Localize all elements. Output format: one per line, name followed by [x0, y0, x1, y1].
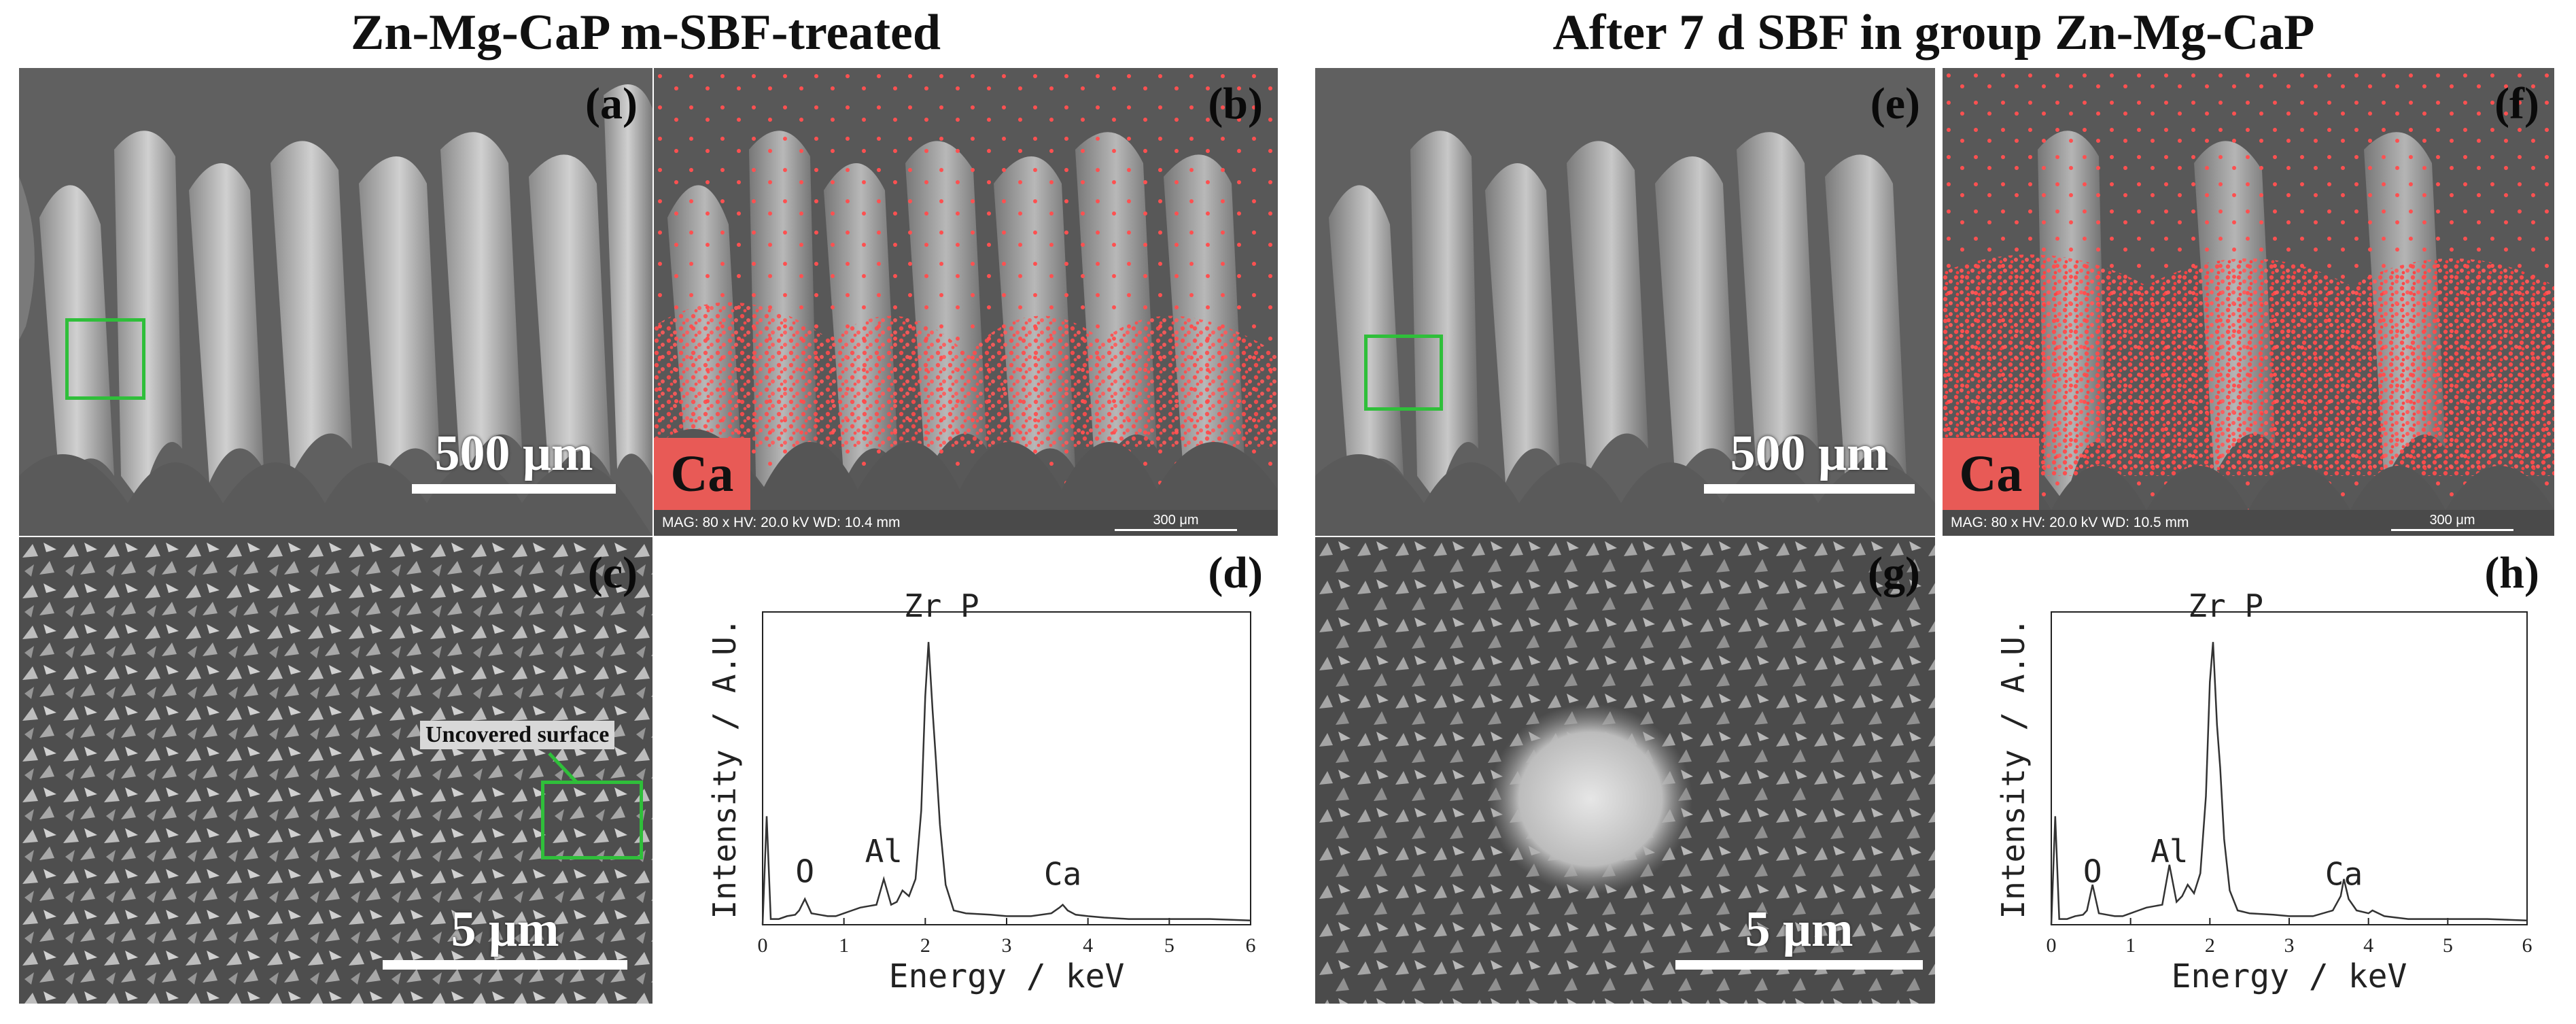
info-bar-b: MAG: 80 x HV: 20.0 kV WD: 10.4 mm 300 μm	[654, 510, 1278, 536]
mini-scale-b: 300 μm	[1115, 513, 1237, 531]
panel-d: 0 1 2 3 4 5 6 O Al Zr P Ca Energy / keV Intensity / …	[654, 537, 1278, 1006]
scale-line-e	[1704, 484, 1915, 494]
mini-scale-line-f	[2391, 529, 2513, 531]
panel-label-h: (h)	[2484, 548, 2539, 598]
panel-f: (f) Ca MAG: 80 x HV: 20.0 kV WD: 10.5 mm…	[1943, 68, 2554, 536]
roi-box-c	[541, 781, 643, 859]
scale-text-c: 5 μm	[451, 902, 559, 957]
sem-image-e	[1315, 68, 1935, 536]
peak-label-h: O	[2083, 853, 2102, 889]
peak-label-d: O	[795, 853, 814, 889]
peak-label-h: Ca	[2325, 856, 2363, 893]
peak-label-d: Ca	[1044, 856, 1081, 893]
scale-bar-g: 5 μm	[1675, 903, 1923, 970]
note-leader-line	[548, 752, 578, 783]
x-tick-label-d: 4	[1083, 934, 1093, 957]
panel-label-e: (e)	[1870, 79, 1920, 129]
title-right: After 7 d SBF in group Zn-Mg-CaP	[1552, 5, 2315, 61]
eds-spectrum-h: 0 1 2 3 4 5 6 O Al Zr P Ca Energy / keV Intensity / …	[1995, 587, 2533, 995]
scale-bar-e: 500 μm	[1704, 427, 1915, 494]
roi-box-e	[1364, 335, 1443, 411]
x-tick-label-h: 3	[2284, 934, 2295, 957]
scale-bar-c: 5 μm	[383, 903, 627, 970]
peak-label-h: Al	[2151, 833, 2188, 870]
x-tick-label-h: 4	[2363, 934, 2373, 957]
uncovered-surface-label: Uncovered surface	[420, 721, 615, 749]
sem-image-c	[19, 537, 652, 1004]
peak-label-h: Zr P	[2188, 587, 2263, 624]
panel-h: 0 1 2 3 4 5 6 O Al Zr P Ca Energy / keV Intensity / …	[1943, 537, 2554, 1006]
peak-label-d: Al	[865, 833, 903, 870]
plot-frame-d	[762, 611, 1251, 925]
x-axis-label-h: Energy / keV	[2172, 957, 2407, 995]
panel-label-g: (g)	[1868, 548, 1920, 598]
panel-e: (e) 500 μm	[1315, 68, 1935, 536]
x-tick-label-d: 6	[1246, 934, 1256, 957]
spectrum-line-h	[2050, 642, 2528, 925]
peak-label-d: Zr P	[904, 587, 979, 624]
ca-badge-f: Ca	[1943, 438, 2039, 510]
scale-line-a	[412, 484, 616, 494]
x-tick-label-h: 6	[2522, 934, 2533, 957]
panel-b: (b) Ca MAG: 80 x HV: 20.0 kV WD: 10.4 mm…	[654, 68, 1278, 536]
y-axis-label-d: Intensity / A.U.	[706, 617, 743, 919]
ca-badge-b: Ca	[654, 438, 750, 510]
scale-text-a: 500 μm	[434, 426, 593, 481]
scale-text-g: 5 μm	[1745, 902, 1853, 957]
panel-label-d: (d)	[1208, 548, 1263, 598]
panel-label-c: (c)	[587, 548, 638, 598]
mini-scale-text-b: 300 μm	[1153, 513, 1199, 528]
x-tick-label-d: 5	[1164, 934, 1174, 957]
meta-text-b: MAG: 80 x HV: 20.0 kV WD: 10.4 mm	[662, 515, 901, 530]
x-axis-label-d: Energy / keV	[889, 957, 1125, 995]
info-bar-f: MAG: 80 x HV: 20.0 kV WD: 10.5 mm 300 μm	[1943, 510, 2554, 536]
meta-text-f: MAG: 80 x HV: 20.0 kV WD: 10.5 mm	[1951, 515, 2189, 530]
scale-line-g	[1675, 960, 1923, 970]
panel-label-b: (b)	[1208, 79, 1263, 129]
roi-box-a	[65, 318, 145, 400]
x-tick-label-d: 1	[839, 934, 849, 957]
x-tick-label-d: 0	[758, 934, 768, 957]
y-axis-label-h: Intensity / A.U.	[1995, 617, 2032, 919]
x-tick-label-d: 3	[1002, 934, 1012, 957]
spectrum-line-d	[761, 642, 1251, 925]
sem-image-g	[1315, 537, 1935, 1004]
scale-bar-a: 500 μm	[412, 427, 616, 494]
sem-image-a	[19, 68, 652, 536]
scale-text-e: 500 μm	[1730, 426, 1889, 481]
plot-frame-h	[2051, 611, 2528, 925]
ca-map-image-b	[654, 68, 1278, 536]
mini-scale-f: 300 μm	[2391, 513, 2513, 531]
x-tick-label-h: 1	[2125, 934, 2136, 957]
panel-c: (c) Uncovered surface 5 μm	[19, 537, 652, 1004]
panel-label-a: (a)	[585, 79, 638, 129]
mini-scale-line-b	[1115, 529, 1237, 531]
ca-map-image-f	[1943, 68, 2554, 536]
x-tick-label-h: 0	[2047, 934, 2057, 957]
x-tick-label-h: 5	[2443, 934, 2453, 957]
x-tick-label-h: 2	[2205, 934, 2215, 957]
panel-label-f: (f)	[2494, 79, 2539, 129]
scale-line-c	[383, 960, 627, 970]
panel-g: (g) 5 μm	[1315, 537, 1935, 1004]
x-tick-label-d: 2	[920, 934, 930, 957]
mini-scale-text-f: 300 μm	[2429, 513, 2475, 528]
eds-spectrum-d: 0 1 2 3 4 5 6 O Al Zr P Ca Energy / keV Intensity / …	[706, 587, 1256, 995]
panel-a: (a) 500 μm	[19, 68, 652, 536]
title-left: Zn-Mg-CaP m-SBF-treated	[351, 5, 941, 61]
